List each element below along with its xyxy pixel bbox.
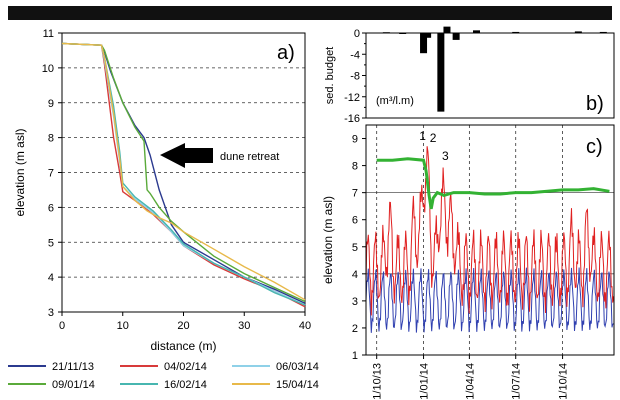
panel-a-ytick-label: 7	[48, 168, 54, 180]
legend-label: 04/02/14	[164, 361, 207, 373]
panel-a-series-line	[61, 42, 306, 304]
panel-b-bar	[424, 33, 432, 38]
panel-b-bar	[399, 33, 407, 34]
panel-a-xtick-label: 20	[177, 320, 189, 332]
panel-c-ytick-label: 5	[352, 242, 358, 254]
panel-b-ylabel: sed. budget	[324, 47, 336, 105]
panel-c-series-line	[376, 157, 610, 210]
panel-c-event-label: 1	[419, 129, 426, 143]
panel-c-ytick-label: 4	[352, 269, 358, 281]
panel-c-runup-line	[365, 146, 614, 316]
panel-a-frame	[61, 32, 306, 313]
panel-b-bar	[382, 32, 390, 34]
panel-a-label: a)	[277, 42, 295, 64]
panel-a-xtick-label: 30	[238, 320, 250, 332]
panel-b-ytick-label: -12	[344, 92, 360, 104]
panel-a-ytick-label: 6	[48, 202, 54, 214]
panel-a-ytick-label: 11	[43, 28, 54, 40]
panel-b-ytick-label: 0	[354, 28, 360, 40]
legend-label: 21/11/13	[52, 361, 94, 373]
panel-c-xtick-label: 1/01/14	[419, 363, 431, 400]
panel-b-bar	[420, 33, 428, 54]
panel-c-tide-line	[365, 267, 614, 333]
panel-c-event-label: 2	[430, 131, 437, 145]
panel-a-series-line	[61, 42, 306, 306]
legend-label: 16/02/14	[164, 379, 207, 391]
panel-c-ytick-label: 6	[352, 215, 358, 227]
panel-b-bar	[599, 31, 607, 33]
legend-label: 06/03/14	[276, 361, 319, 373]
panel-c-ytick-label: 7	[352, 188, 358, 200]
panel-a-ytick-label: 3	[48, 307, 54, 319]
dune-retreat-label: dune retreat	[220, 151, 279, 163]
panel-c-ytick-label: 9	[352, 134, 358, 146]
panel-b-ytick-label: -16	[344, 113, 360, 125]
panel-b-bar	[574, 31, 582, 33]
panel-c-ytick-label: 3	[352, 296, 358, 308]
panel-c-ylabel: elevation (m asl)	[321, 196, 335, 284]
top-bar	[8, 6, 612, 20]
panel-b-bar	[437, 33, 445, 112]
panel-b-unit-label: (m³/l.m)	[376, 95, 414, 107]
panel-a-xlabel: distance (m)	[150, 339, 216, 353]
panel-a-ylabel: elevation (m asl)	[13, 128, 27, 216]
panel-b-label: b)	[586, 93, 604, 115]
panel-b-bar	[512, 31, 520, 33]
dune-retreat-arrow	[160, 143, 213, 168]
panel-a-ytick-label: 8	[48, 133, 54, 145]
panel-a-ytick-label: 9	[48, 98, 54, 110]
panel-a-series-line	[61, 42, 306, 301]
panel-c-event-label: 3	[442, 149, 449, 163]
panel-a-series-line	[61, 42, 306, 308]
panel-c-ytick-label: 1	[352, 350, 358, 362]
panel-a-ytick-label: 4	[48, 272, 54, 284]
legend-label: 09/01/14	[52, 379, 95, 391]
panel-c-label: c)	[586, 136, 603, 158]
panel-c-xtick-label: 1/10/14	[558, 363, 570, 400]
panel-c-xtick-label: 1/10/13	[372, 363, 384, 400]
panel-a-xtick-label: 0	[59, 320, 65, 332]
panel-a-series-line	[61, 42, 306, 303]
panel-a-xtick-label: 40	[299, 320, 311, 332]
legend-label: 15/04/14	[276, 379, 319, 391]
panel-c-xtick-label: 1/07/14	[511, 363, 523, 400]
panel-b-ytick-label: -4	[350, 49, 360, 61]
panel-c-ytick-label: 2	[352, 323, 358, 335]
panel-c-xtick-label: 1/04/14	[464, 363, 476, 400]
panel-a-xtick-label: 10	[117, 320, 129, 332]
panel-a-ytick-label: 5	[48, 237, 54, 249]
panel-b-bar	[473, 30, 481, 33]
panel-a-series-line	[61, 42, 306, 306]
panel-c-ytick-label: 8	[352, 161, 358, 173]
panel-b-ytick-label: -8	[350, 71, 360, 83]
panel-b-bar	[443, 26, 451, 33]
panel-c-frame	[365, 124, 615, 356]
panel-b-bar	[452, 33, 460, 40]
panel-a-ytick-label: 10	[42, 63, 54, 75]
